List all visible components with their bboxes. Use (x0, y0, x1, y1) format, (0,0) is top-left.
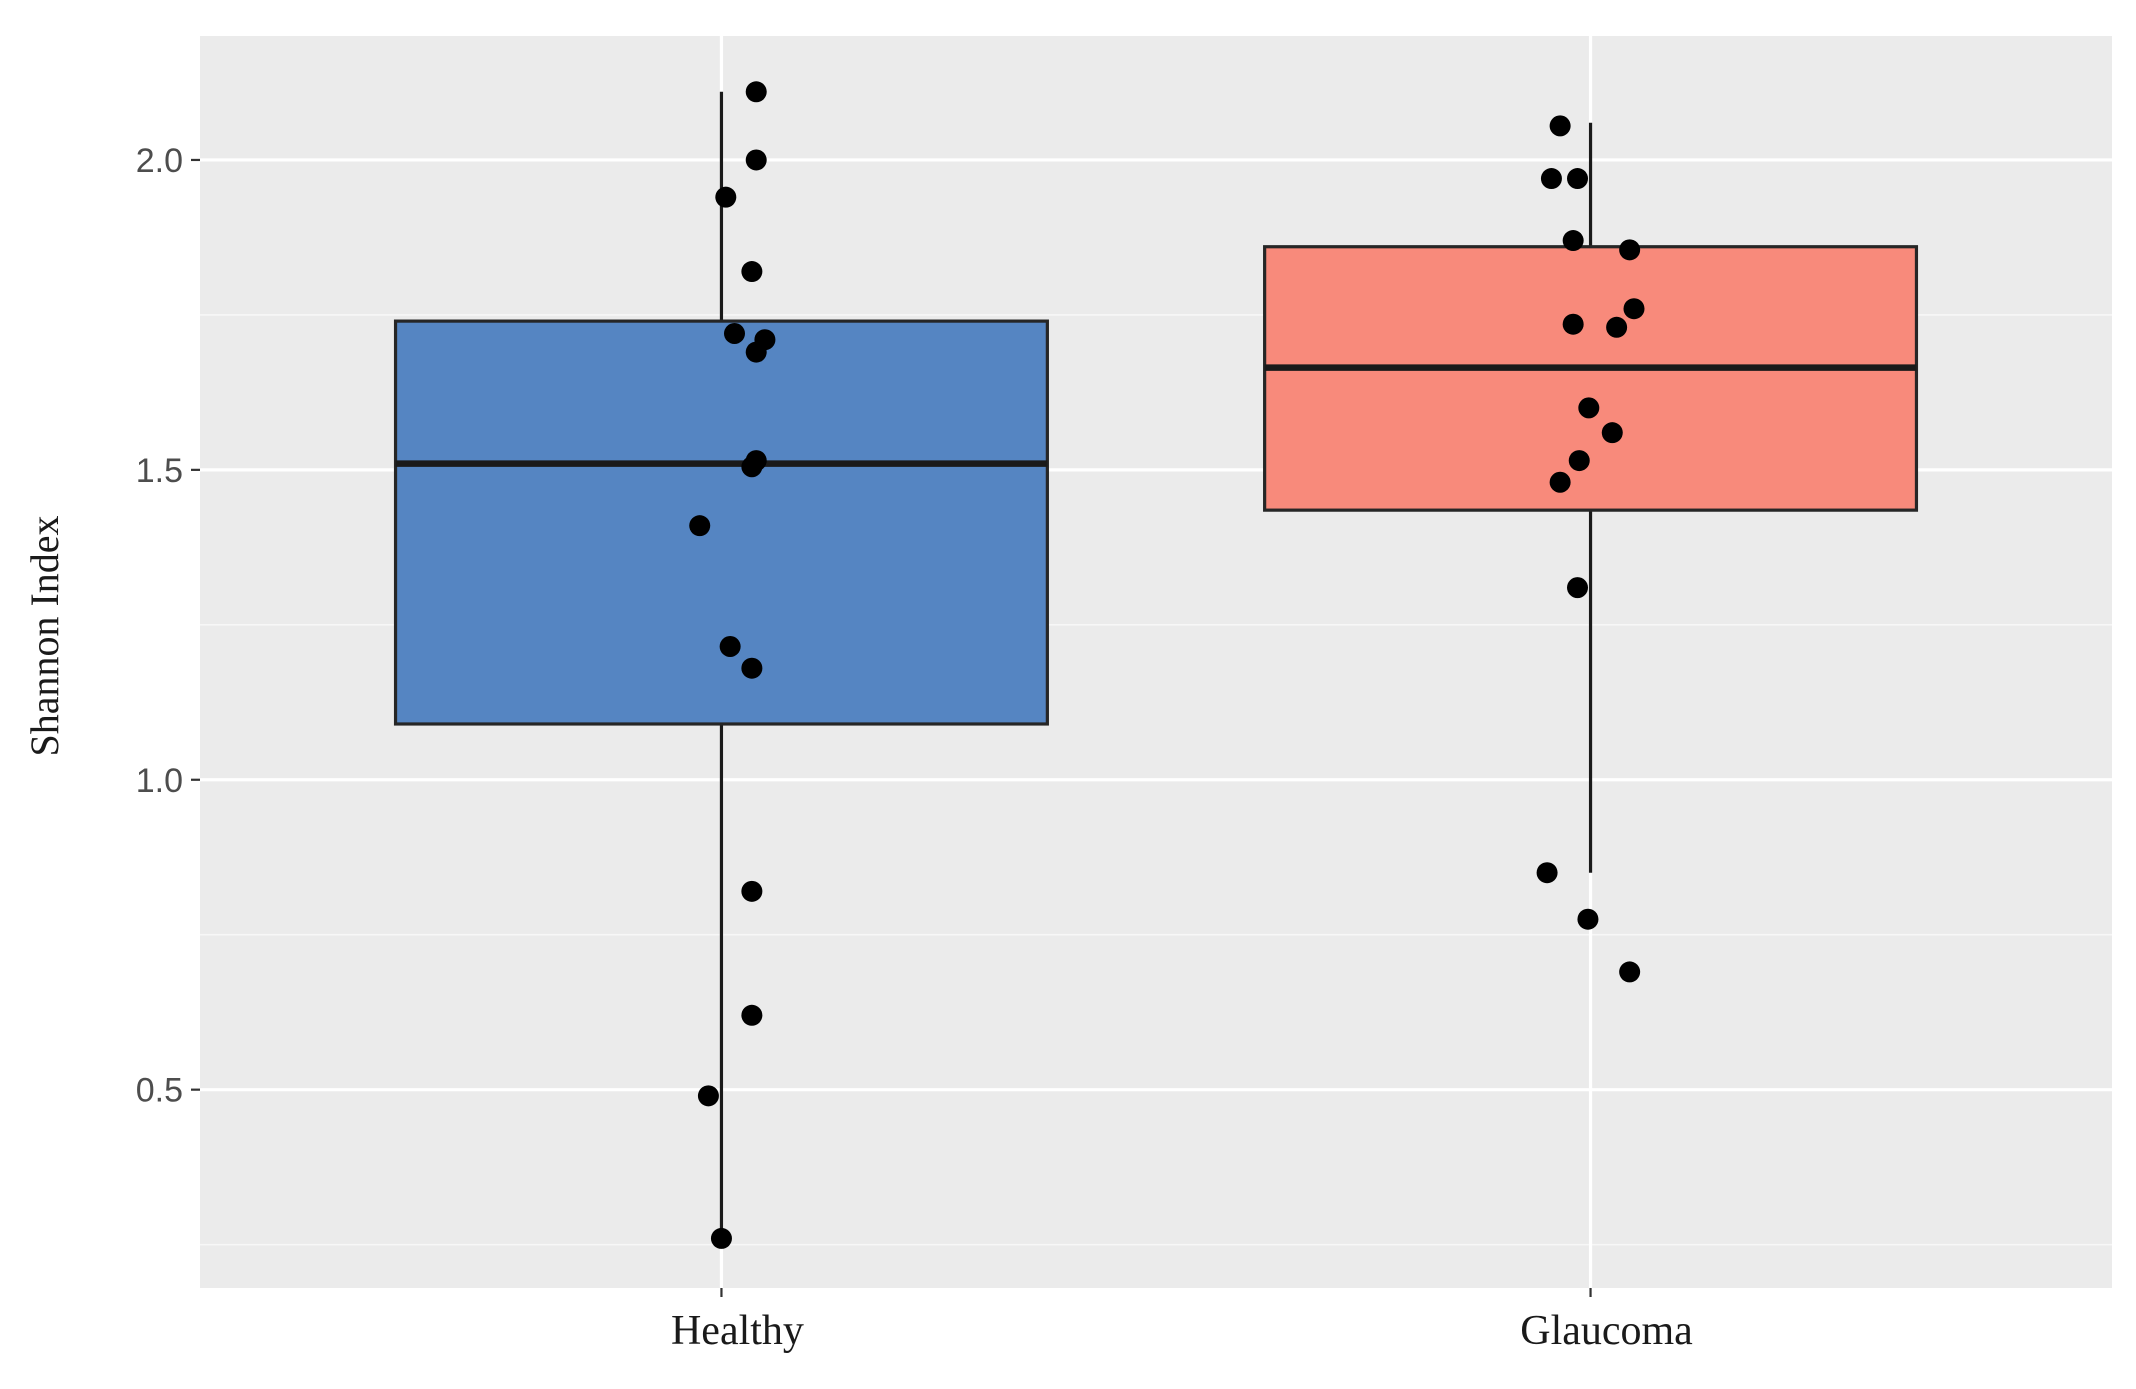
data-point (719, 636, 741, 658)
data-point (1578, 397, 1600, 419)
data-point (1606, 316, 1628, 338)
data-point (723, 323, 745, 345)
y-tick-label: 2.0 (136, 142, 183, 180)
data-point (741, 657, 763, 679)
data-point (1536, 862, 1558, 884)
data-point (697, 1085, 719, 1107)
data-points (689, 81, 1645, 1249)
data-point (1562, 313, 1584, 335)
data-point (1577, 908, 1599, 930)
iqr-box (1263, 245, 1919, 512)
data-point (745, 149, 767, 171)
y-tick-label: 1.0 (136, 762, 183, 800)
data-point (1619, 961, 1641, 983)
data-point (741, 456, 763, 478)
data-point (1549, 115, 1571, 137)
data-point (741, 1004, 763, 1026)
data-point (741, 261, 763, 283)
data-point (1567, 168, 1589, 190)
data-point (715, 186, 737, 208)
data-point (1568, 450, 1590, 472)
data-point (689, 515, 711, 537)
y-axis-title: Shannon Index (22, 515, 67, 756)
y-tick-label: 1.5 (136, 452, 183, 490)
data-point (1619, 239, 1641, 261)
box-healthy (393, 91, 1049, 1239)
data-point (1623, 298, 1645, 320)
y-tick-label: 0.5 (136, 1072, 183, 1110)
x-category-label: Glaucoma (1520, 1308, 1693, 1354)
data-point (710, 1227, 732, 1249)
data-point (741, 880, 763, 902)
x-category-label: Healthy (671, 1308, 804, 1354)
data-point (1567, 577, 1589, 599)
data-point (1601, 422, 1623, 444)
data-point (1562, 230, 1584, 252)
axes: 0.5 1.0 1.5 2.0 Healthy Glaucoma (136, 142, 1693, 1354)
iqr-box (393, 319, 1049, 726)
data-point (745, 81, 767, 103)
boxes (393, 91, 1919, 1239)
box-glaucoma (1263, 122, 1919, 873)
data-point (745, 341, 767, 363)
data-point (1540, 168, 1562, 190)
data-point (1549, 471, 1571, 493)
